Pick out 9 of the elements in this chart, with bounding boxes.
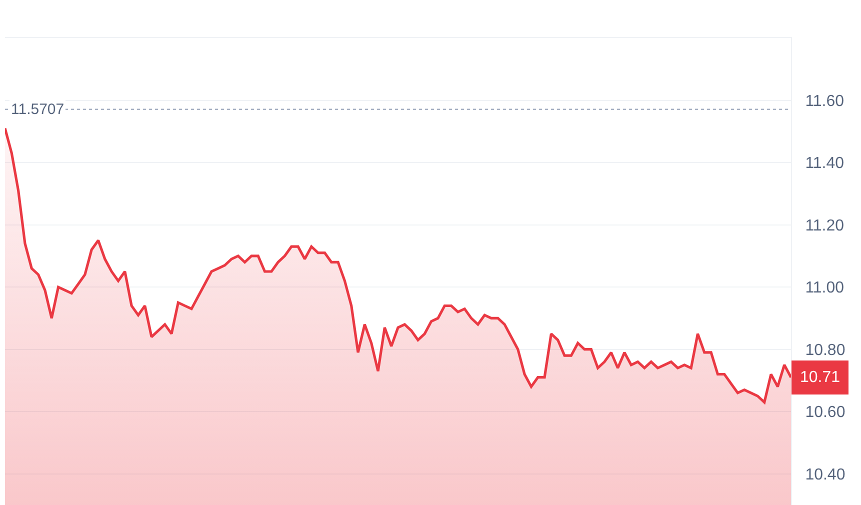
y-tick-label: 11.00 — [805, 280, 844, 297]
y-tick-label: 11.20 — [805, 217, 844, 234]
y-tick-label: 10.40 — [805, 466, 846, 484]
y-tick-label: 10.60 — [805, 404, 846, 422]
y-tick-label: 11.40 — [805, 155, 844, 172]
y-tick-label: 10.80 — [805, 342, 846, 359]
text: 10.71 — [800, 369, 840, 386]
y-tick-label: 11.60 — [805, 92, 844, 110]
ref-line-label: 11.5707 — [11, 101, 64, 118]
